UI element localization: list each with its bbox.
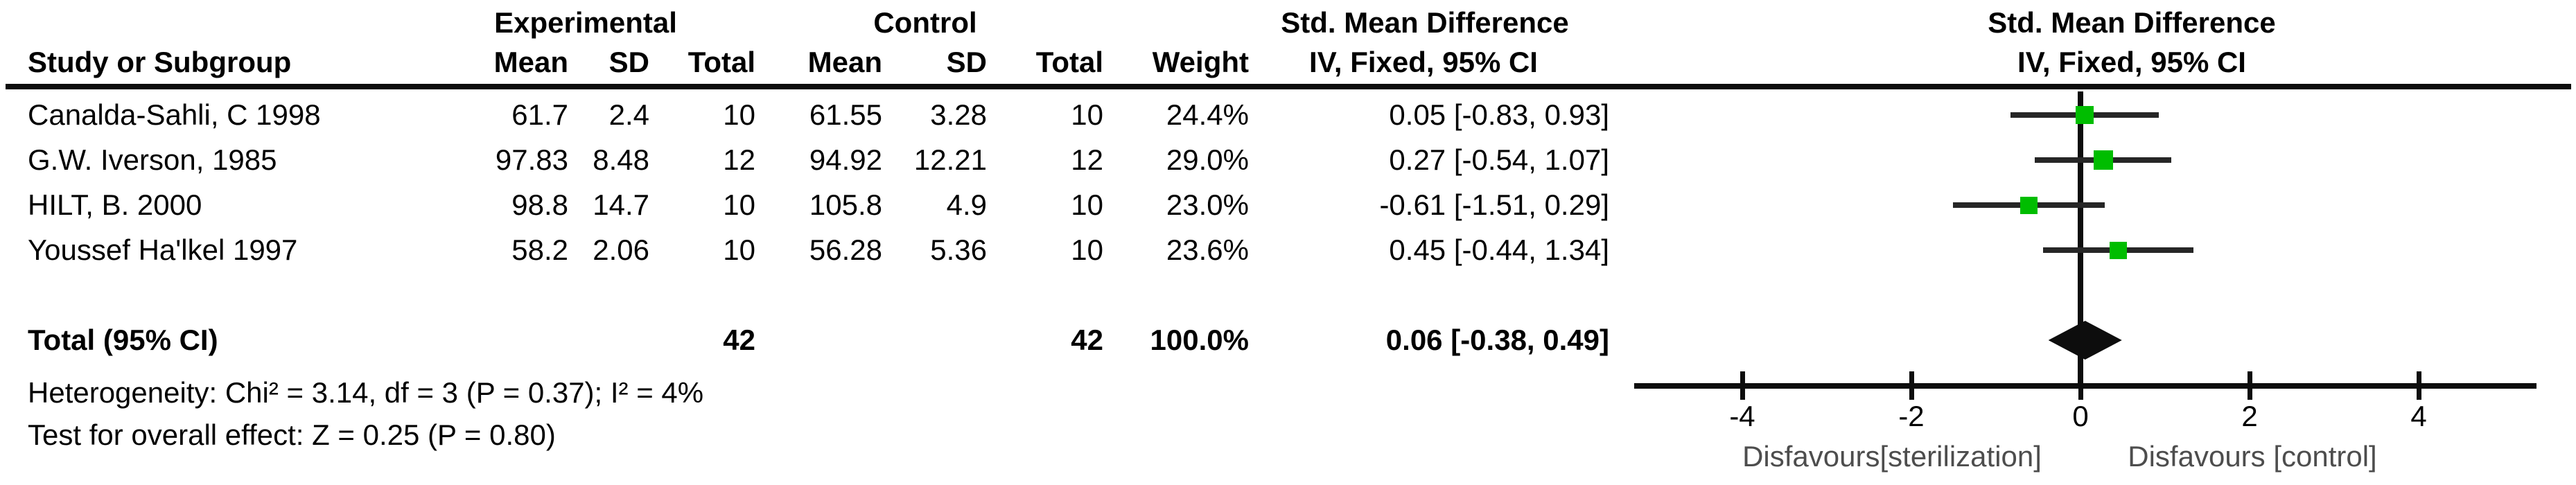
axis-tick-label: -2: [1898, 400, 1925, 432]
study-label: G.W. Iverson, 1985: [28, 143, 277, 176]
cell-sd-control: 12.21: [913, 143, 987, 176]
cell-weight: 29.0%: [1166, 143, 1249, 176]
point-estimate-square: [2110, 241, 2128, 259]
cell-sd-experimental: 14.7: [593, 188, 649, 221]
cell-mean-control: 94.92: [809, 143, 882, 176]
axis-tick: [1909, 371, 1914, 400]
cell-sd-control: 3.28: [930, 98, 987, 131]
col-header-study: Study or Subgroup: [28, 46, 292, 78]
col-header-total-experimental: Total: [687, 46, 755, 78]
axis-tick: [2416, 371, 2421, 400]
total-experimental-n: 42: [723, 324, 755, 356]
axis-tick-label: 0: [2072, 400, 2089, 432]
col-header-mean-experimental: Mean: [493, 46, 568, 78]
cell-total-experimental: 10: [723, 98, 755, 131]
cell-weight: 24.4%: [1166, 98, 1249, 131]
axis-tick: [2247, 371, 2252, 400]
cell-smd-ci: 0.27 [-0.54, 1.07]: [1389, 143, 1609, 176]
total-smd-ci: 0.06 [-0.38, 0.49]: [1385, 324, 1609, 356]
total-row-label: Total (95% CI): [28, 324, 218, 356]
cell-mean-experimental: 98.8: [511, 188, 568, 221]
group-header-experimental: Experimental: [494, 6, 677, 39]
cell-smd-ci: -0.61 [-1.51, 0.29]: [1379, 188, 1609, 221]
x-axis-line: [1634, 383, 2536, 389]
cell-mean-control: 105.8: [809, 188, 882, 221]
col-header-weight: Weight: [1152, 46, 1249, 78]
axis-tick-label: -4: [1729, 400, 1755, 432]
total-weight: 100.0%: [1150, 324, 1249, 356]
point-estimate-square: [2020, 196, 2038, 214]
zero-reference-line: [2078, 91, 2083, 389]
cell-total-experimental: 12: [723, 143, 755, 176]
col-header-total-control: Total: [1035, 46, 1103, 78]
cell-mean-experimental: 58.2: [511, 233, 568, 266]
col-header-ci-plot: IV, Fixed, 95% CI: [2017, 46, 2246, 78]
heterogeneity-line: Heterogeneity: Chi² = 3.14, df = 3 (P = …: [28, 376, 704, 409]
overall-effect-line: Test for overall effect: Z = 0.25 (P = 0…: [28, 418, 556, 451]
cell-sd-control: 5.36: [930, 233, 987, 266]
cell-sd-control: 4.9: [946, 188, 987, 221]
cell-mean-experimental: 97.83: [495, 143, 568, 176]
cell-weight: 23.6%: [1166, 233, 1249, 266]
study-label: Canalda-Sahli, C 1998: [28, 98, 321, 131]
group-header-smd-plot: Std. Mean Difference: [1988, 6, 2276, 39]
axis-tick-label: 2: [2241, 400, 2258, 432]
cell-sd-experimental: 2.4: [608, 98, 649, 131]
cell-sd-experimental: 2.06: [593, 233, 649, 266]
cell-mean-experimental: 61.7: [511, 98, 568, 131]
cell-total-experimental: 10: [723, 188, 755, 221]
header-underline: [6, 84, 2571, 89]
point-estimate-square: [2093, 150, 2113, 170]
axis-tick: [2078, 371, 2083, 400]
col-header-sd-control: SD: [946, 46, 987, 78]
group-header-control: Control: [873, 6, 977, 39]
col-header-ci-stat: IV, Fixed, 95% CI: [1309, 46, 1538, 78]
study-label: HILT, B. 2000: [28, 188, 202, 221]
axis-tick: [1740, 371, 1745, 400]
col-header-mean-control: Mean: [807, 46, 882, 78]
axis-tick-label: 4: [2410, 400, 2427, 432]
col-header-sd-experimental: SD: [608, 46, 649, 78]
cell-sd-experimental: 8.48: [593, 143, 649, 176]
cell-weight: 23.0%: [1166, 188, 1249, 221]
group-header-smd-stat: Std. Mean Difference: [1281, 6, 1569, 39]
cell-smd-ci: 0.05 [-0.83, 0.93]: [1389, 98, 1609, 131]
axis-label-left: Disfavours[sterilization]: [1742, 440, 2042, 473]
study-label: Youssef Ha'lkel 1997: [28, 233, 298, 266]
cell-total-control: 10: [1071, 188, 1103, 221]
cell-total-control: 10: [1071, 233, 1103, 266]
cell-smd-ci: 0.45 [-0.44, 1.34]: [1389, 233, 1609, 266]
cell-total-control: 10: [1071, 98, 1103, 131]
cell-total-control: 12: [1071, 143, 1103, 176]
cell-mean-control: 61.55: [809, 98, 882, 131]
cell-total-experimental: 10: [723, 233, 755, 266]
total-control-n: 42: [1071, 324, 1103, 356]
cell-mean-control: 56.28: [809, 233, 882, 266]
axis-label-right: Disfavours [control]: [2128, 440, 2377, 473]
total-diamond: [2048, 321, 2122, 360]
point-estimate-square: [2076, 106, 2094, 124]
